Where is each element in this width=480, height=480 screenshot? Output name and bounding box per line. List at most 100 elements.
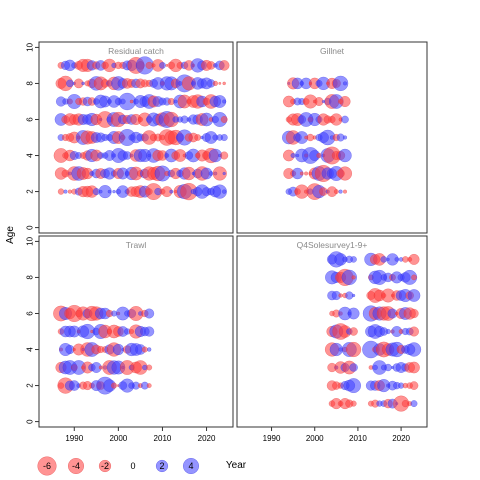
bubble-point xyxy=(304,171,309,176)
bubble-point xyxy=(220,151,229,160)
legend-bubble xyxy=(98,459,112,473)
x-tick-label: 2000 xyxy=(109,434,127,443)
bubble-point xyxy=(408,253,420,265)
bubble-point xyxy=(110,382,117,389)
panel-frame xyxy=(38,235,234,428)
bubble-point xyxy=(222,171,226,176)
bubble-point xyxy=(141,346,148,353)
y-tick-label: 8 xyxy=(25,275,34,280)
bubble-point xyxy=(349,327,358,336)
bubble-point xyxy=(339,95,351,108)
panel-2: Gillnet xyxy=(236,41,428,234)
x-tick-label: 1990 xyxy=(263,434,281,443)
bubble-point xyxy=(169,189,174,194)
bubble-point xyxy=(212,184,227,199)
panel-1: Residual catch xyxy=(38,41,234,234)
x-tick-label: 2010 xyxy=(154,434,172,443)
legend-label: 4 xyxy=(188,461,193,471)
bubble-point xyxy=(194,134,202,141)
bubble-point xyxy=(159,62,166,69)
bubble-point xyxy=(333,189,339,195)
chart-panels: Residual catch Gillnet Trawl Q4Solesurvey1-… xyxy=(38,41,428,428)
bubble-point xyxy=(349,363,358,372)
bubble-point xyxy=(218,60,230,71)
panel-4: Q4Solesurvey1-9+ xyxy=(236,235,428,428)
bubble-point xyxy=(337,166,353,181)
panel-3: Trawl xyxy=(38,235,234,428)
bubble-point xyxy=(144,326,155,337)
panel-title: Gillnet xyxy=(320,46,345,56)
bubble-point xyxy=(350,256,357,263)
y-axis-title: Age xyxy=(5,226,16,244)
bubble-point xyxy=(290,152,296,158)
legend-bubble xyxy=(182,457,200,475)
legend-label: -2 xyxy=(101,461,109,471)
bubble-point xyxy=(402,269,418,285)
x-tick-label: 2010 xyxy=(349,434,367,443)
bubble-point xyxy=(350,400,357,407)
bubble-point xyxy=(338,148,352,163)
panel-frame xyxy=(38,41,234,234)
bubble-point xyxy=(341,115,349,124)
y-tick-label: 4 xyxy=(25,153,34,158)
x-tick-label: 2000 xyxy=(306,434,324,443)
legend-bubble xyxy=(155,459,169,473)
panel-frame xyxy=(236,235,428,428)
bubble-point xyxy=(338,189,343,194)
y-tick-label: 6 xyxy=(25,117,34,122)
bubble-point xyxy=(407,289,421,302)
bubble-point xyxy=(409,381,419,390)
bubble-point xyxy=(343,189,347,194)
bubble-point xyxy=(146,364,153,371)
y-tick-label: 0 xyxy=(25,419,34,424)
bubble-point xyxy=(409,326,419,337)
bubble-point xyxy=(385,328,391,335)
bubble-point xyxy=(220,133,228,141)
x-tick-label: 2020 xyxy=(392,434,410,443)
bubble-size-legend: -6 -4 -2 0 2 4 xyxy=(37,456,200,476)
bubble-point xyxy=(145,61,153,69)
bubble-point xyxy=(408,361,420,374)
bubble-point xyxy=(63,189,68,194)
bubble-point xyxy=(212,166,227,181)
y-tick-label: 6 xyxy=(25,311,34,316)
bubble-point xyxy=(406,342,422,357)
bubble-point xyxy=(98,185,112,199)
bubble-point xyxy=(351,293,356,298)
legend-label: 2 xyxy=(159,461,164,471)
bubble-point xyxy=(98,365,103,370)
bubble-point xyxy=(411,274,417,281)
y-tick-label: 10 xyxy=(25,236,34,245)
legend-label: -6 xyxy=(43,461,51,471)
bubble-point xyxy=(332,75,349,92)
bubble-point xyxy=(218,81,222,85)
bubble-point xyxy=(212,80,218,86)
panel-title: Residual catch xyxy=(108,46,164,56)
y-tick-label: 2 xyxy=(25,383,34,388)
bubble-point xyxy=(341,269,357,286)
bubble-point xyxy=(409,308,419,319)
bubble-point xyxy=(384,363,392,372)
bubble-point xyxy=(347,307,360,320)
panel-frame xyxy=(236,41,428,234)
panel-title: Q4Solesurvey1-9+ xyxy=(297,240,368,250)
legend-bubble xyxy=(67,457,85,475)
bubble-point xyxy=(81,81,85,86)
bubble-point xyxy=(208,171,214,176)
legend-label: 0 xyxy=(130,461,135,471)
bubble-point xyxy=(394,257,400,262)
bubble-point xyxy=(346,378,362,394)
bubble-series xyxy=(282,75,353,200)
bubble-point xyxy=(112,189,116,194)
legend-label: -4 xyxy=(72,461,80,471)
bubble-point xyxy=(346,341,362,358)
bubble-point xyxy=(146,383,152,389)
bubble-point xyxy=(342,135,348,140)
y-tick-label: 4 xyxy=(25,347,34,352)
y-tick-label: 8 xyxy=(25,81,34,86)
bubble-point xyxy=(147,347,152,352)
bubble-point xyxy=(144,308,155,319)
x-axis-title: Year xyxy=(226,460,247,471)
bubble-point xyxy=(222,189,227,194)
